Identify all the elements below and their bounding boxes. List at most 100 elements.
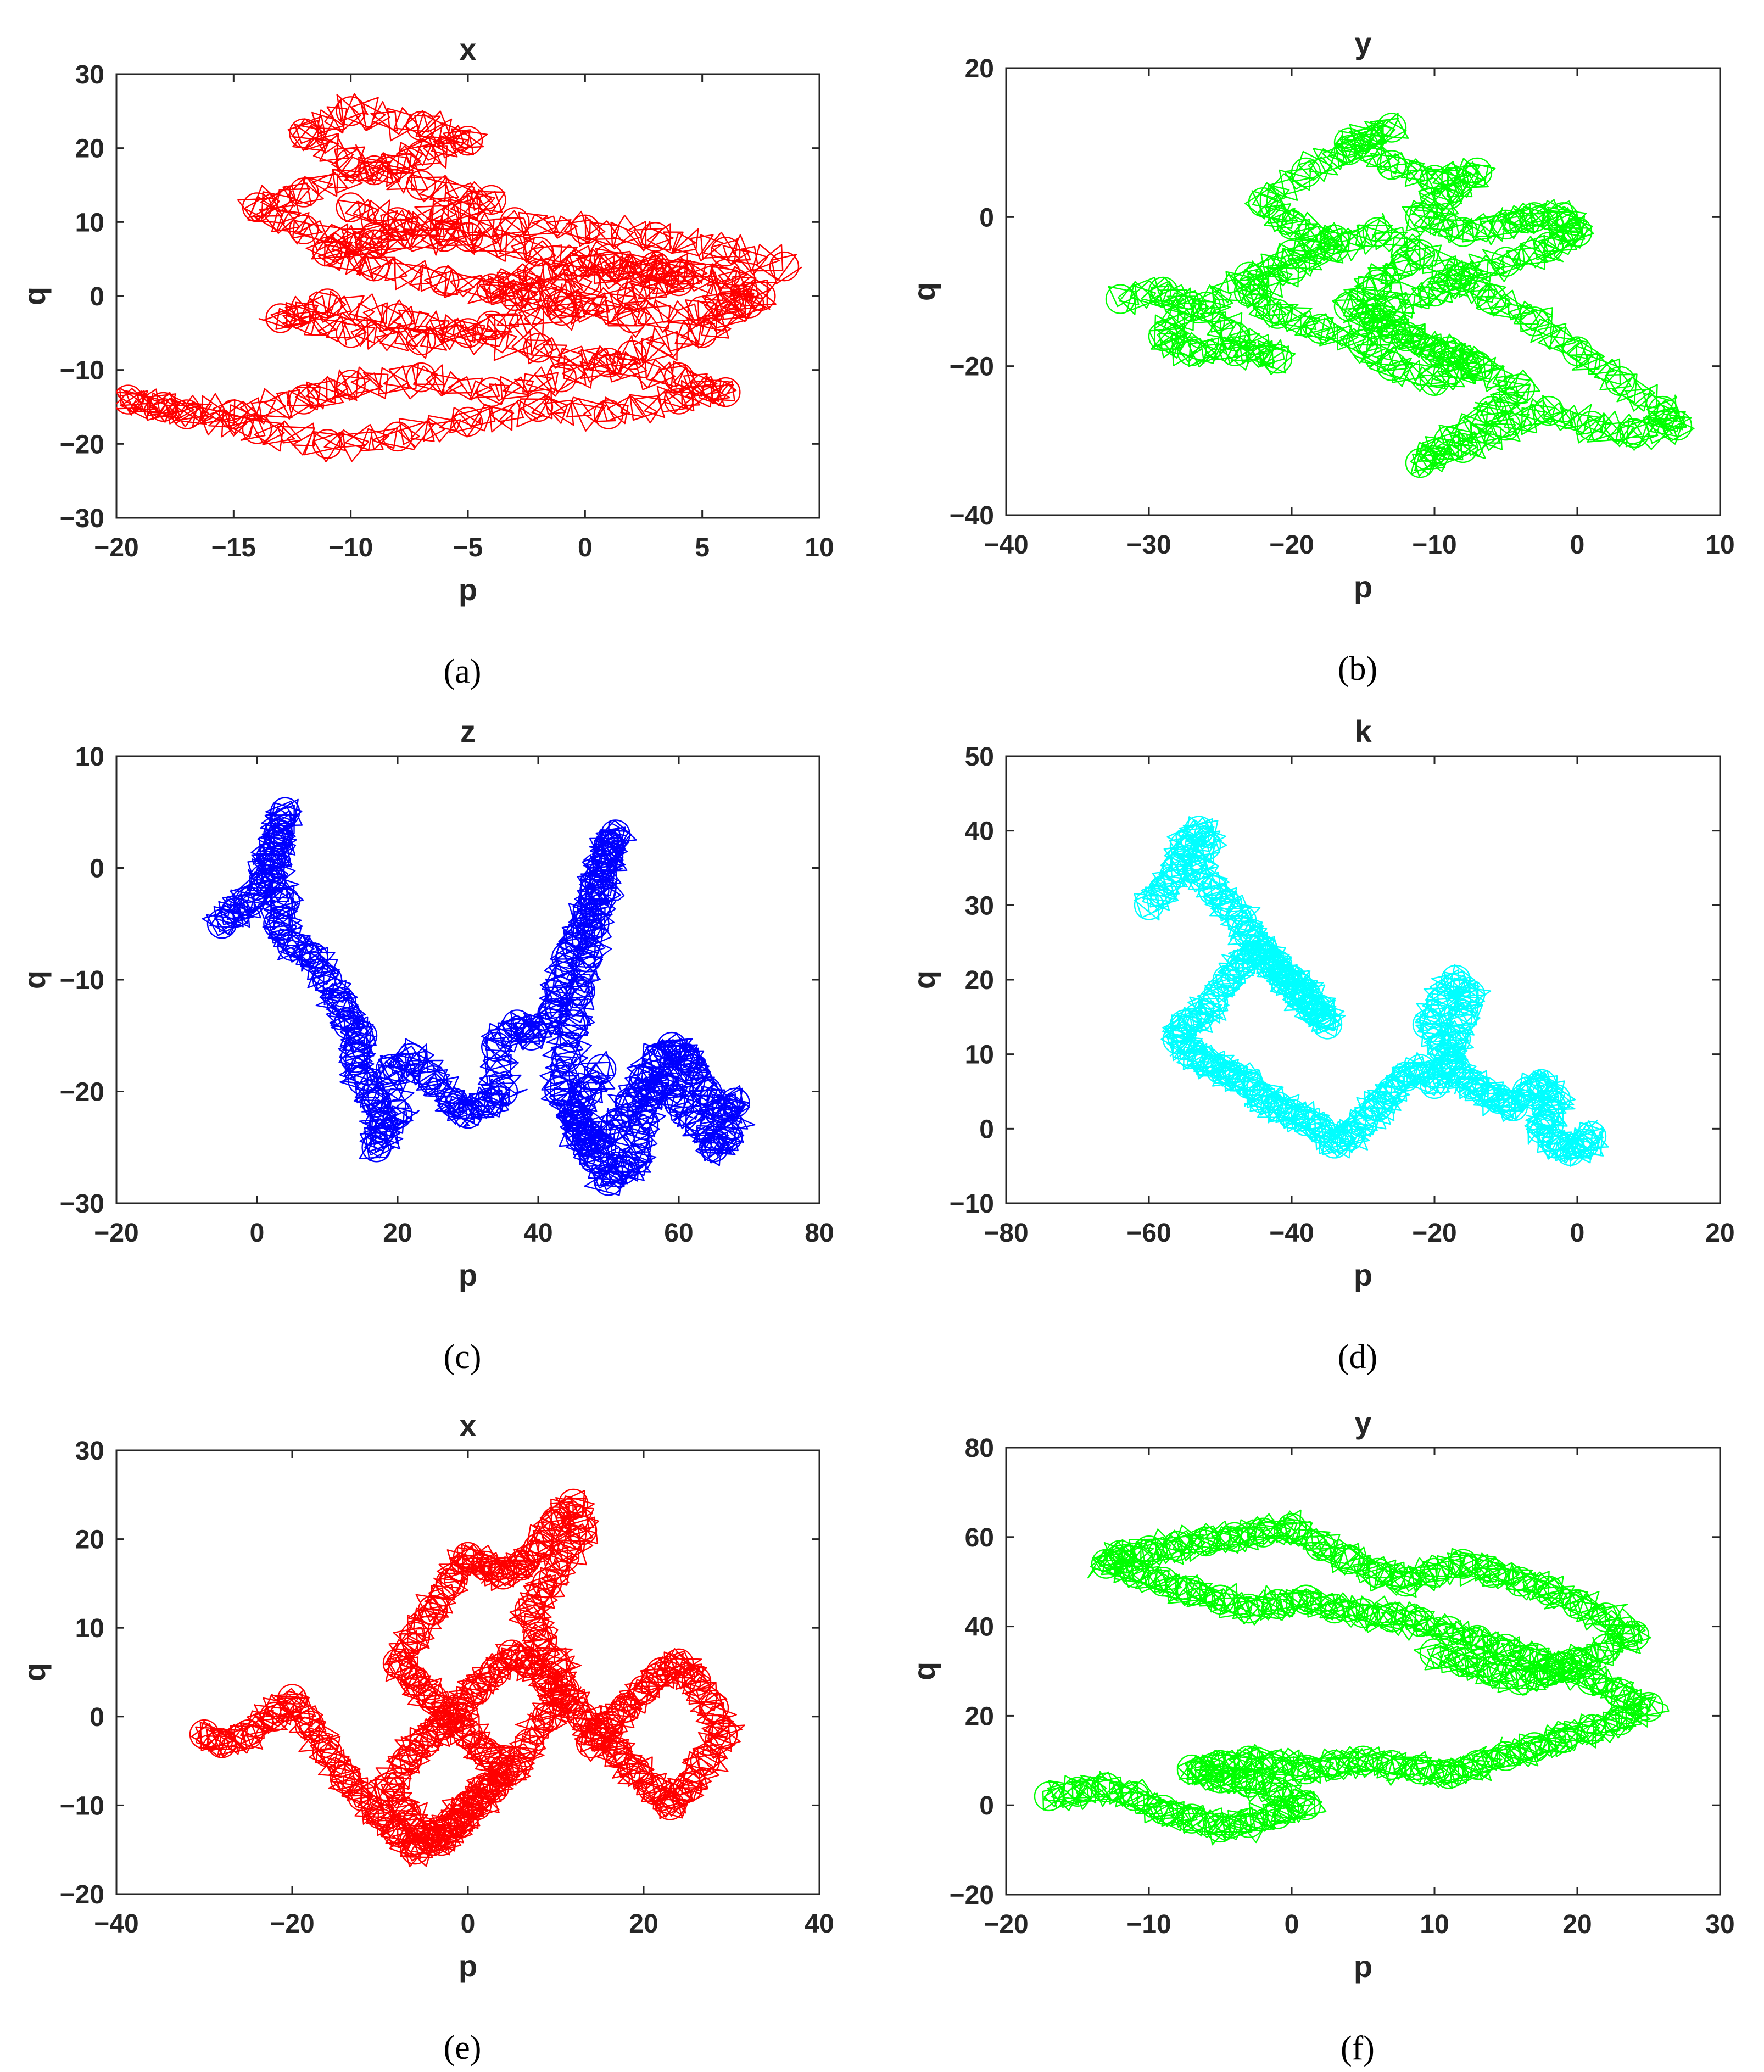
data-point bbox=[1305, 1531, 1336, 1561]
data-point bbox=[1633, 1691, 1664, 1722]
x-axis-label: p bbox=[1354, 1949, 1372, 1984]
data-point bbox=[1462, 157, 1493, 188]
y-tick-label: −20 bbox=[950, 1881, 994, 1910]
data-point bbox=[1533, 1098, 1564, 1129]
data-point bbox=[1291, 1754, 1321, 1785]
y-tick-label: 20 bbox=[75, 135, 104, 164]
data-point bbox=[678, 1054, 708, 1085]
data-point bbox=[426, 1710, 457, 1741]
data-point bbox=[1212, 964, 1243, 995]
y-tick-label: 20 bbox=[965, 54, 994, 83]
data-point bbox=[537, 998, 567, 1029]
data-point bbox=[1034, 1781, 1064, 1812]
y-tick-label: 30 bbox=[75, 1437, 104, 1466]
data-point bbox=[479, 1657, 510, 1688]
data-point bbox=[1462, 351, 1493, 381]
data-point bbox=[382, 1648, 413, 1679]
data-point bbox=[206, 1728, 237, 1758]
data-point bbox=[593, 1710, 624, 1741]
data-point bbox=[523, 392, 554, 422]
y-tick-label: −10 bbox=[60, 1791, 104, 1820]
y-tick-label: −10 bbox=[950, 1189, 994, 1219]
data-point bbox=[326, 987, 356, 1017]
data-point bbox=[1319, 224, 1350, 255]
y-tick-label: −30 bbox=[60, 1189, 104, 1219]
data-point bbox=[359, 251, 389, 282]
data-point bbox=[1426, 1031, 1457, 1062]
data-point bbox=[570, 266, 600, 297]
data-point bbox=[1176, 336, 1207, 366]
data-point bbox=[347, 1020, 378, 1051]
data-point bbox=[1219, 321, 1250, 351]
data-point bbox=[565, 1121, 596, 1152]
data-point bbox=[470, 1737, 501, 1767]
data-point bbox=[1619, 418, 1650, 448]
panel-caption: (f) bbox=[1341, 2030, 1375, 2067]
data-point bbox=[593, 1166, 624, 1196]
data-point bbox=[1605, 366, 1635, 396]
data-point bbox=[1376, 150, 1407, 180]
data-point bbox=[576, 1728, 606, 1758]
data-point bbox=[1491, 1634, 1521, 1664]
x-tick-label: 10 bbox=[1705, 530, 1734, 560]
data-point bbox=[453, 1542, 483, 1572]
data-point bbox=[1419, 336, 1450, 366]
data-point bbox=[1184, 816, 1214, 846]
data-point bbox=[347, 1065, 378, 1096]
data-point bbox=[1476, 1656, 1507, 1686]
data-point bbox=[1376, 113, 1407, 143]
data-point bbox=[189, 1719, 220, 1750]
data-point bbox=[1219, 336, 1250, 366]
y-tick-label: 60 bbox=[965, 1523, 994, 1552]
data-point bbox=[1348, 1745, 1378, 1776]
data-point bbox=[242, 414, 272, 444]
data-point bbox=[359, 229, 389, 259]
data-point bbox=[1419, 1557, 1450, 1588]
data-point bbox=[256, 864, 286, 895]
data-point bbox=[1619, 1620, 1650, 1651]
y-tick-label: 10 bbox=[965, 1041, 994, 1070]
data-point bbox=[734, 288, 764, 319]
data-point bbox=[298, 942, 328, 973]
data-point bbox=[1505, 373, 1536, 404]
data-point bbox=[635, 1076, 666, 1107]
data-point bbox=[500, 207, 530, 237]
data-point bbox=[1205, 1763, 1236, 1794]
y-tick-label: −40 bbox=[950, 501, 994, 530]
data-point bbox=[1248, 187, 1279, 217]
data-point bbox=[409, 1817, 439, 1847]
data-point bbox=[1391, 1062, 1421, 1092]
series-trace bbox=[1042, 1509, 1670, 1846]
data-point bbox=[1433, 426, 1464, 456]
y-axis-label: q bbox=[17, 970, 52, 989]
data-point bbox=[570, 214, 600, 244]
x-tick-label: 5 bbox=[695, 533, 710, 562]
data-point bbox=[619, 1755, 650, 1785]
data-point bbox=[544, 976, 574, 1006]
data-point bbox=[1305, 314, 1336, 344]
data-point bbox=[1348, 328, 1378, 359]
data-point bbox=[330, 1763, 360, 1794]
x-tick-label: 0 bbox=[1570, 530, 1585, 560]
data-point bbox=[1205, 1054, 1236, 1085]
data-point bbox=[1562, 217, 1593, 247]
data-point bbox=[532, 1568, 562, 1599]
data-point bbox=[1476, 284, 1507, 314]
data-point bbox=[1176, 1803, 1207, 1834]
data-point bbox=[417, 1825, 448, 1856]
data-point bbox=[1448, 1002, 1478, 1032]
data-point bbox=[249, 864, 279, 895]
data-point bbox=[1505, 1566, 1536, 1597]
data-point bbox=[637, 1772, 668, 1803]
x-tick-label: −5 bbox=[453, 533, 483, 562]
data-point bbox=[663, 266, 694, 297]
y-axis-label: q bbox=[17, 1663, 52, 1682]
data-point bbox=[1448, 433, 1478, 463]
data-point bbox=[365, 1799, 395, 1829]
data-point bbox=[1448, 217, 1478, 247]
data-point bbox=[382, 421, 413, 452]
y-tick-label: 80 bbox=[965, 1434, 994, 1463]
data-point bbox=[1176, 1039, 1207, 1069]
plot-frame bbox=[115, 1449, 820, 1895]
